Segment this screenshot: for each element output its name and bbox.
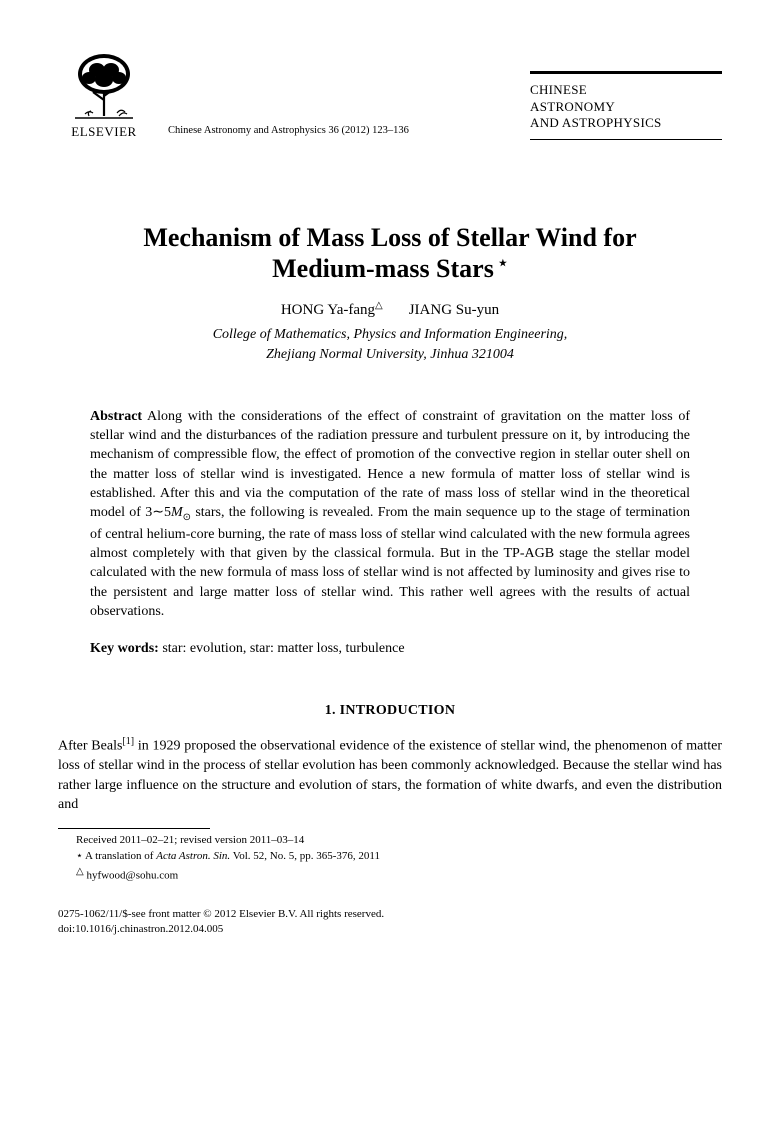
citation-line: Chinese Astronomy and Astrophysics 36 (2… [168,125,530,140]
footnote-tri-marker: △ [76,866,84,877]
abstract-text-1: Along with the considerations of the eff… [90,409,690,521]
journal-line-1: CHINESE [530,82,587,97]
footnote-rule [58,828,210,829]
footnote-email-text: hyfwood@sohu.com [84,870,178,882]
footnote-email: △ hyfwood@sohu.com [76,865,722,885]
journal-title-box: CHINESE ASTRONOMY AND ASTROPHYSICS [530,71,722,140]
copyright-line-1: 0275-1062/11/$-see front matter © 2012 E… [58,907,722,922]
article-title: Mechanism of Mass Loss of Stellar Wind f… [58,222,722,284]
section-1-heading: 1. INTRODUCTION [58,703,722,719]
copyright-line-2: doi:10.1016/j.chinastron.2012.04.005 [58,922,722,937]
abstract-text-2: stars, the following is revealed. From t… [90,505,690,619]
footnote-star-marker: ⋆ [76,850,83,862]
citation-ref-1: [1] [122,736,134,747]
sun-symbol: ⊙ [183,512,191,523]
abstract-block: Abstract Along with the considerations o… [58,407,722,622]
body-part-2: in 1929 proposed the observational evide… [58,739,722,812]
abstract-label: Abstract [90,409,142,424]
mass-symbol: M [171,505,183,520]
keywords-text: star: evolution, star: matter loss, turb… [159,641,405,656]
title-line-1: Mechanism of Mass Loss of Stellar Wind f… [143,223,636,252]
title-line-2: Medium-mass Stars [272,254,494,283]
footnote-trans-pre: A translation of [83,850,156,862]
title-footnote-marker: ⋆ [498,255,508,272]
journal-name: CHINESE ASTRONOMY AND ASTROPHYSICS [530,82,722,131]
affiliation: College of Mathematics, Physics and Info… [58,325,722,364]
footnotes-block: Received 2011–02–21; revised version 201… [58,833,722,884]
author-1-marker: △ [375,300,383,311]
publisher-logo-block: ELSEVIER [58,48,150,140]
rule-thin [530,139,722,140]
rule-thick [530,71,722,74]
affiliation-line-1: College of Mathematics, Physics and Info… [213,327,568,342]
keywords-block: Key words: star: evolution, star: matter… [58,641,722,657]
footnote-translation: ⋆ A translation of Acta Astron. Sin. Vol… [76,849,722,865]
footnote-received: Received 2011–02–21; revised version 201… [76,833,722,849]
authors-line: HONG Ya-fang△ JIANG Su-yun [58,300,722,319]
copyright-block: 0275-1062/11/$-see front matter © 2012 E… [58,907,722,937]
affiliation-line-2: Zhejiang Normal University, Jinhua 32100… [266,347,514,362]
journal-line-3: AND ASTROPHYSICS [530,115,662,130]
journal-line-2: ASTRONOMY [530,99,615,114]
author-1: HONG Ya-fang [281,302,375,318]
footnote-trans-italic: Acta Astron. Sin. [156,850,230,862]
elsevier-tree-icon [69,48,139,122]
author-2: JIANG Su-yun [409,302,499,318]
section-1-body: After Beals[1] in 1929 proposed the obse… [58,735,722,814]
footnote-trans-post: Vol. 52, No. 5, pp. 365-376, 2011 [230,850,380,862]
body-part-1: After Beals [58,739,122,754]
keywords-label: Key words: [90,641,159,656]
page-header: ELSEVIER Chinese Astronomy and Astrophys… [58,48,722,140]
publisher-name: ELSEVIER [71,124,136,140]
